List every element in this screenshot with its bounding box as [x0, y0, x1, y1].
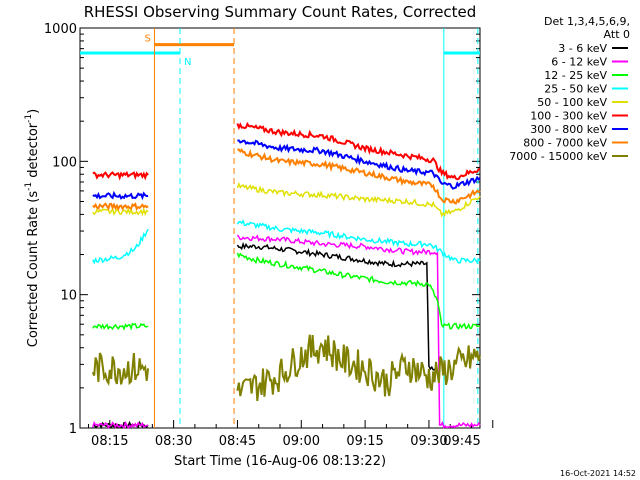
y-axis-label-mid: detector [26, 122, 41, 182]
series-line [236, 181, 481, 218]
y-axis-label-main: Corrected Count Rate (s [26, 191, 41, 348]
y-axis-label-sup2: -1 [24, 114, 34, 123]
y-axis-label-end: ) [26, 109, 41, 114]
legend-label: 25 - 50 keV [544, 83, 607, 96]
y-tick-label: 10 [60, 289, 77, 304]
night-flag-label: N [184, 57, 191, 68]
x-tick-label: 08:30 [155, 434, 192, 449]
y-tick-label: 100 [52, 155, 77, 170]
y-axis-label-sup1: -1 [24, 182, 34, 191]
series-line [236, 252, 481, 330]
series-line [92, 190, 149, 201]
legend-label: 12 - 25 keV [544, 69, 607, 82]
legend-label: 3 - 6 keV [558, 42, 607, 55]
observing-markers: SN [80, 28, 480, 428]
y-tick-label: 1 [69, 422, 77, 437]
x-tick-label: 09:30 [410, 434, 447, 449]
series-line [92, 202, 149, 212]
y-tick-label: 1000 [44, 22, 77, 37]
legend-label: 800 - 7000 keV [523, 137, 607, 150]
series-line [92, 170, 149, 181]
series-line [236, 121, 481, 181]
series-line [237, 148, 481, 205]
series-line [236, 218, 481, 265]
series-line [92, 228, 149, 265]
x-tick-label: 08:15 [91, 434, 128, 449]
y-axis-label: Corrected Count Rate (s-1 detector-1) [24, 109, 41, 347]
legend-label: 7000 - 15000 keV [509, 150, 607, 163]
series-line [237, 139, 481, 190]
plot-area: 1 10 100 1000 08:15 08:30 08:45 09:00 09:15 09:3… [44, 22, 494, 449]
x-tick-label: 09:15 [346, 434, 383, 449]
legend-header-2: Att 0 [604, 28, 630, 41]
x-axis-label: Start Time (16-Aug-06 08:13:22) [174, 454, 386, 469]
legend-header-1: Det 1,3,4,5,6,9, [544, 15, 630, 28]
series-line [236, 334, 481, 402]
legend-label: 50 - 100 keV [537, 96, 607, 109]
series-line [92, 322, 149, 331]
series-line [236, 234, 481, 429]
series-lines [91, 121, 481, 430]
footer-stamp: 16-Oct-2021 14:52 [560, 469, 636, 478]
legend-label: 300 - 800 keV [530, 123, 607, 136]
series-line [92, 420, 149, 430]
x-tick-label: 09:00 [283, 434, 320, 449]
series-line [92, 206, 149, 217]
legend-label: 100 - 300 keV [530, 110, 607, 123]
series-line [91, 352, 150, 387]
series-line [236, 241, 438, 374]
y-axis-ticks: 1 10 100 1000 [44, 22, 480, 437]
chart-title: RHESSI Observing Summary Count Rates, Co… [84, 3, 477, 21]
x-tick-label: 08:45 [219, 434, 256, 449]
x-tick-label: 09:45 [443, 434, 480, 449]
legend-label: 6 - 12 keV [551, 56, 607, 69]
saa-flag-label: S [144, 34, 150, 45]
